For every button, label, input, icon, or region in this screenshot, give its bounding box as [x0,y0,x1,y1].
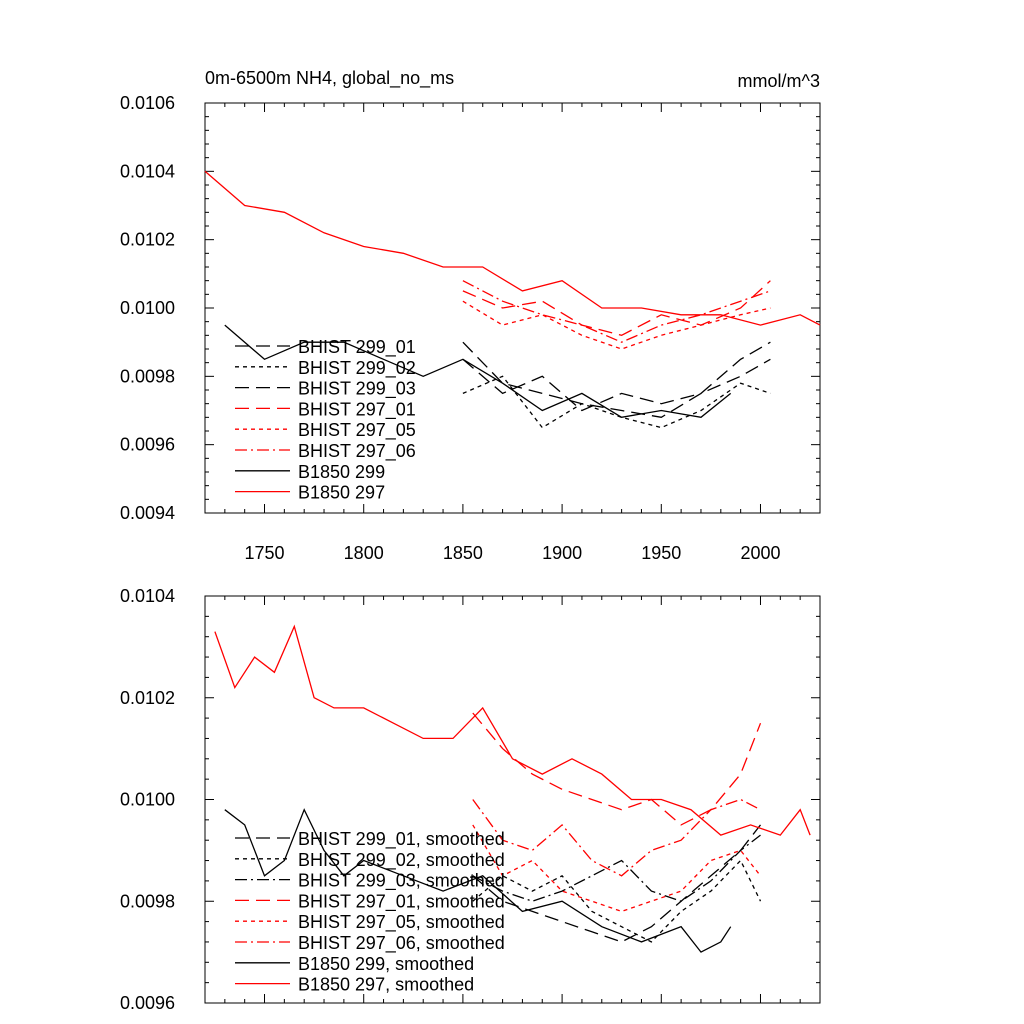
legend-label: BHIST 297_05, smoothed [298,912,505,933]
series-line-3 [462,341,771,412]
y-tick-label: 0.0100 [120,790,175,810]
legend-label: BHIST 297_01 [298,399,416,420]
legend-label: B1850 299 [298,462,385,482]
y-tick-label: 0.0102 [120,230,175,250]
series-line-1 [462,341,771,418]
series-line-6 [472,798,761,877]
y-tick-label: 0.0106 [120,93,175,113]
chart-title: 0m-6500m NH4, global_no_ms [205,68,454,89]
series-line-2 [472,859,762,943]
y-tick-label: 0.0096 [120,993,175,1013]
series-line-7 [224,324,732,418]
y-tick-label: 0.0104 [120,586,175,606]
y-tick-label: 0.0098 [120,366,175,386]
series-line-8 [214,624,811,836]
y-tick-label: 0.0104 [120,161,175,181]
series-line-4 [462,280,771,336]
x-tick-label: 1900 [542,543,582,563]
x-tick-label: 1850 [443,543,483,563]
legend-label: B1850 299, smoothed [298,954,474,974]
x-tick-label: 1750 [244,543,284,563]
legend-label: BHIST 299_03 [298,379,416,400]
series-line-6 [462,280,771,343]
legend-label: BHIST 299_02, smoothed [298,850,505,871]
legend-label: BHIST 299_02 [298,358,416,379]
series-line-1 [472,824,762,943]
legend-label: BHIST 297_05 [298,420,416,441]
x-tick-label: 1950 [641,543,681,563]
series-line-2 [462,375,771,429]
x-tick-label: 2000 [740,543,780,563]
series-line-7 [224,808,732,953]
legend-label: BHIST 299_01, smoothed [298,829,505,850]
legend-label: B1850 297, smoothed [298,975,474,995]
series-line-5 [472,824,762,913]
units-label: mmol/m^3 [738,71,820,91]
legend-label: BHIST 297_06, smoothed [298,933,505,954]
legend-label: BHIST 297_01, smoothed [298,891,505,912]
series-line-3 [472,834,761,902]
bottom-panel: 0.0096 0.0098 0.0100 0.0102 0.0104 BHIST 299_… [120,586,821,1013]
y-tick-label: 0.0102 [120,688,175,708]
y-tick-label: 0.0098 [120,891,175,911]
series-line-4 [472,712,762,826]
x-tick-label: 1800 [344,543,384,563]
series-line-8 [204,170,821,326]
y-tick-label: 0.0100 [120,298,175,318]
legend-label: BHIST 299_03, smoothed [298,871,505,892]
legend-label: BHIST 299_01 [298,337,416,358]
y-tick-label: 0.0096 [120,435,175,455]
top-panel: 0m-6500m NH4, global_no_ms mmol/m^3 1750… [120,68,821,563]
y-tick-label: 0.0094 [120,503,175,523]
legend-label: B1850 297 [298,483,385,503]
legend-label: BHIST 297_06 [298,441,416,462]
